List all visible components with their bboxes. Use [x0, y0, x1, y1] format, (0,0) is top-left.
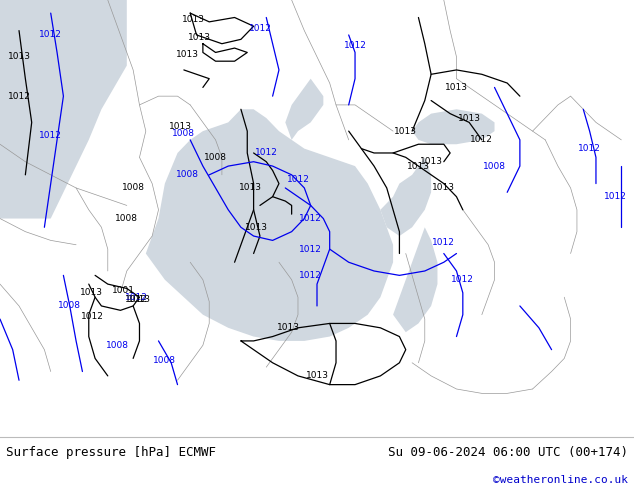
- Polygon shape: [285, 79, 323, 140]
- Text: 1013: 1013: [245, 223, 268, 232]
- Text: 1008: 1008: [483, 162, 506, 171]
- Text: 1013: 1013: [176, 50, 198, 59]
- Text: 1013: 1013: [128, 295, 151, 304]
- Text: 1012: 1012: [299, 271, 322, 280]
- Polygon shape: [393, 227, 437, 332]
- Text: 1012: 1012: [39, 30, 62, 40]
- Text: 1013: 1013: [188, 33, 211, 42]
- Text: 1013: 1013: [306, 371, 328, 380]
- Text: 1013: 1013: [432, 183, 455, 193]
- Text: 1008: 1008: [172, 129, 195, 138]
- Text: 1012: 1012: [344, 41, 366, 50]
- Text: 1008: 1008: [176, 171, 198, 179]
- Text: Surface pressure [hPa] ECMWF: Surface pressure [hPa] ECMWF: [6, 446, 216, 460]
- Text: 1012: 1012: [255, 148, 278, 157]
- Text: 1012: 1012: [125, 293, 148, 302]
- Text: 1013: 1013: [81, 288, 103, 297]
- Text: 1012: 1012: [8, 92, 30, 100]
- Text: 1013: 1013: [239, 183, 262, 193]
- Text: 1012: 1012: [125, 295, 148, 304]
- Polygon shape: [412, 109, 495, 144]
- Text: 1013: 1013: [445, 83, 468, 92]
- Text: 1012: 1012: [81, 313, 103, 321]
- Text: 1008: 1008: [204, 153, 227, 162]
- Text: ©weatheronline.co.uk: ©weatheronline.co.uk: [493, 475, 628, 486]
- Text: 1013: 1013: [182, 15, 205, 24]
- Text: 1012: 1012: [470, 135, 493, 145]
- Text: 1012: 1012: [578, 144, 601, 153]
- Text: 1013: 1013: [394, 126, 417, 136]
- Polygon shape: [146, 109, 393, 341]
- Text: 1013: 1013: [169, 122, 192, 131]
- Text: 1008: 1008: [115, 214, 138, 223]
- Text: 1012: 1012: [249, 24, 271, 33]
- Text: 1013: 1013: [8, 52, 30, 61]
- Text: 1012: 1012: [299, 245, 322, 254]
- Text: 1012: 1012: [299, 214, 322, 223]
- Text: 1001: 1001: [112, 286, 135, 295]
- Text: 1008: 1008: [122, 183, 145, 193]
- Text: 1013: 1013: [458, 114, 481, 122]
- Text: 1012: 1012: [451, 275, 474, 284]
- Text: Su 09-06-2024 06:00 UTC (00+174): Su 09-06-2024 06:00 UTC (00+174): [387, 446, 628, 460]
- Text: 1008: 1008: [153, 356, 176, 365]
- Text: 1013: 1013: [407, 162, 430, 171]
- Polygon shape: [0, 0, 127, 219]
- Text: 1012: 1012: [604, 192, 626, 201]
- Text: 1008: 1008: [106, 341, 129, 350]
- Text: 1012: 1012: [287, 175, 309, 184]
- Text: 1008: 1008: [58, 301, 81, 311]
- Text: 1012: 1012: [432, 238, 455, 247]
- Text: 1013: 1013: [277, 323, 300, 332]
- Text: 1013: 1013: [420, 157, 443, 166]
- Polygon shape: [380, 157, 431, 236]
- Text: 1012: 1012: [39, 131, 62, 140]
